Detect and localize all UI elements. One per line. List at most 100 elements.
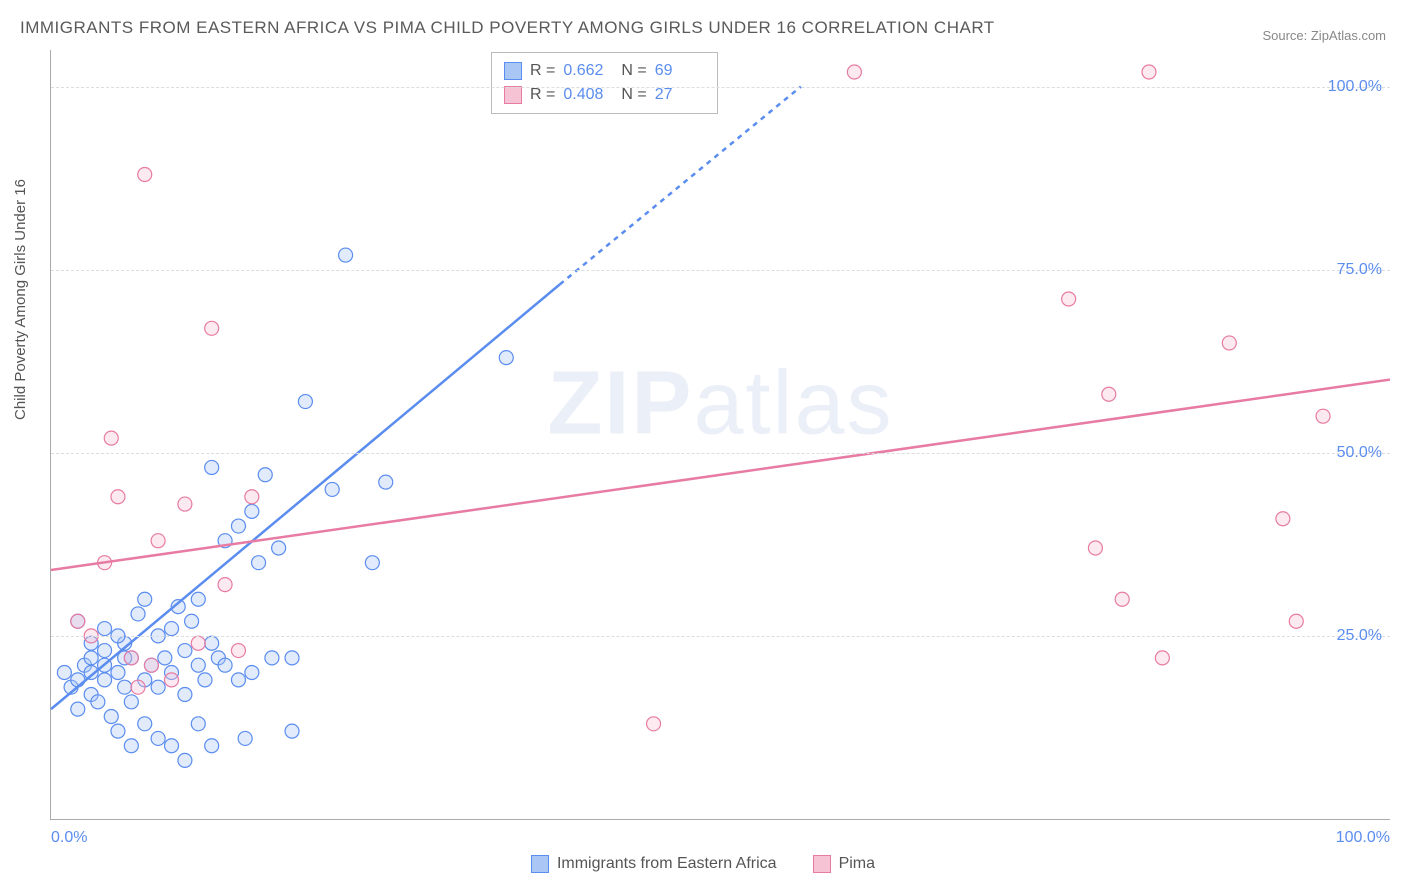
stat-n-label: N = [621, 59, 646, 83]
legend-swatch [504, 62, 522, 80]
y-tick-label: 25.0% [1337, 627, 1382, 645]
scatter-point [131, 607, 145, 621]
scatter-point [1276, 512, 1290, 526]
scatter-point [151, 680, 165, 694]
scatter-point [165, 673, 179, 687]
scatter-point [191, 636, 205, 650]
scatter-point [379, 475, 393, 489]
scatter-point [258, 468, 272, 482]
scatter-point [231, 519, 245, 533]
trend-line-dashed [560, 87, 801, 285]
scatter-point [124, 651, 138, 665]
y-tick-label: 75.0% [1337, 261, 1382, 279]
chart-title: IMMIGRANTS FROM EASTERN AFRICA VS PIMA C… [20, 18, 995, 38]
scatter-point [847, 65, 861, 79]
scatter-point [71, 673, 85, 687]
scatter-point [1142, 65, 1156, 79]
gridline [51, 453, 1390, 454]
scatter-point [285, 651, 299, 665]
scatter-point [111, 490, 125, 504]
trend-line [51, 380, 1390, 570]
scatter-point [104, 431, 118, 445]
scatter-point [205, 460, 219, 474]
scatter-point [91, 695, 105, 709]
legend-swatch [504, 86, 522, 104]
scatter-point [71, 614, 85, 628]
scatter-point [1289, 614, 1303, 628]
gridline [51, 270, 1390, 271]
x-tick-label: 0.0% [51, 829, 87, 847]
scatter-point [111, 724, 125, 738]
scatter-point [104, 709, 118, 723]
scatter-point [118, 680, 132, 694]
scatter-point [151, 731, 165, 745]
scatter-point [252, 556, 266, 570]
scatter-point [325, 482, 339, 496]
legend-swatch [813, 855, 831, 873]
scatter-point [131, 680, 145, 694]
scatter-point [285, 724, 299, 738]
scatter-point [191, 717, 205, 731]
stat-r-value: 0.662 [563, 59, 613, 83]
legend-label: Immigrants from Eastern Africa [557, 855, 777, 873]
scatter-point [98, 622, 112, 636]
stat-legend: R =0.662N =69R =0.408N =27 [491, 52, 718, 114]
scatter-point [339, 248, 353, 262]
scatter-point [1088, 541, 1102, 555]
legend-swatch [531, 855, 549, 873]
scatter-point [124, 739, 138, 753]
trend-line [51, 284, 560, 709]
plot-area: ZIPatlas R =0.662N =69R =0.408N =27 25.0… [50, 50, 1390, 820]
scatter-point [178, 687, 192, 701]
y-tick-label: 50.0% [1337, 444, 1382, 462]
scatter-point [151, 534, 165, 548]
scatter-point [231, 673, 245, 687]
scatter-point [98, 644, 112, 658]
x-tick-label: 100.0% [1336, 829, 1390, 847]
gridline [51, 636, 1390, 637]
scatter-point [191, 592, 205, 606]
scatter-point [144, 658, 158, 672]
scatter-point [185, 614, 199, 628]
scatter-point [158, 651, 172, 665]
stat-r-label: R = [530, 59, 555, 83]
scatter-point [111, 666, 125, 680]
scatter-point [272, 541, 286, 555]
scatter-point [1316, 409, 1330, 423]
legend-item: Immigrants from Eastern Africa [531, 855, 777, 873]
scatter-point [1062, 292, 1076, 306]
scatter-point [71, 702, 85, 716]
scatter-point [205, 739, 219, 753]
scatter-point [198, 673, 212, 687]
legend-label: Pima [839, 855, 875, 873]
scatter-point [165, 622, 179, 636]
scatter-point [98, 673, 112, 687]
scatter-point [238, 731, 252, 745]
scatter-point [1155, 651, 1169, 665]
plot-svg [51, 50, 1390, 819]
scatter-point [1222, 336, 1236, 350]
scatter-point [245, 666, 259, 680]
source-label: Source: ZipAtlas.com [1262, 28, 1386, 43]
scatter-point [218, 578, 232, 592]
y-axis-label: Child Poverty Among Girls Under 16 [12, 179, 29, 420]
scatter-point [178, 753, 192, 767]
scatter-point [138, 168, 152, 182]
scatter-point [84, 651, 98, 665]
scatter-point [499, 351, 513, 365]
scatter-point [298, 395, 312, 409]
legend-item: Pima [813, 855, 875, 873]
scatter-point [178, 497, 192, 511]
scatter-point [647, 717, 661, 731]
scatter-point [205, 321, 219, 335]
scatter-point [365, 556, 379, 570]
scatter-point [57, 666, 71, 680]
scatter-point [245, 504, 259, 518]
bottom-legend: Immigrants from Eastern Africa Pima [0, 855, 1406, 878]
scatter-point [1115, 592, 1129, 606]
scatter-point [218, 658, 232, 672]
scatter-point [231, 644, 245, 658]
scatter-point [138, 592, 152, 606]
scatter-point [245, 490, 259, 504]
scatter-point [138, 717, 152, 731]
